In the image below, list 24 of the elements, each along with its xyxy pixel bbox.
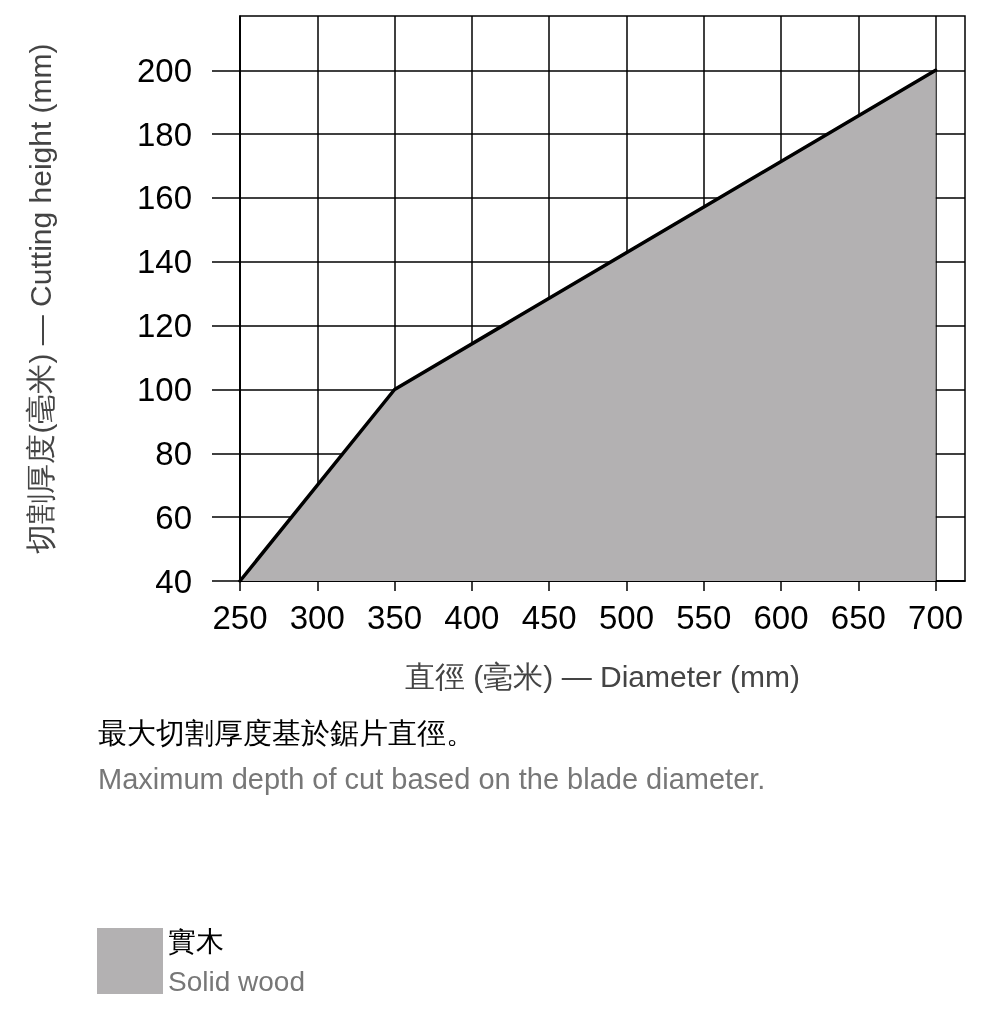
- y-tick-label: 180: [136, 115, 192, 153]
- y-tick-label: 60: [155, 498, 192, 536]
- x-tick-label: 350: [367, 599, 423, 636]
- x-axis-title: 直徑 (毫米) — Diameter (mm): [405, 659, 800, 693]
- text: 最大切割厚度基於鋸片直徑。: [98, 716, 475, 749]
- y-tick-label: 140: [136, 243, 192, 281]
- x-tick-label: 300: [289, 599, 345, 636]
- x-tick-label: 250: [212, 599, 268, 636]
- x-tick-label: 650: [830, 599, 886, 636]
- y-tick-label: 80: [155, 434, 192, 472]
- y-tick-label: 100: [136, 370, 192, 408]
- text: Maximum depth of cut based on the blade diameter.: [98, 762, 766, 795]
- y-tick-label: 120: [136, 307, 192, 345]
- x-tick-label: 550: [676, 599, 732, 636]
- x-tick-label: 400: [444, 599, 500, 636]
- x-tick-label: 700: [908, 599, 964, 636]
- x-tick-label: 450: [521, 599, 577, 636]
- y-axis-title: 切割厚度(毫米) — Cutting height (mm): [23, 43, 57, 554]
- legend-label: 實木 Solid wood: [168, 925, 305, 997]
- y-tick-label: 160: [136, 179, 192, 217]
- x-tick-label: 600: [753, 599, 809, 636]
- y-tick-label: 200: [136, 51, 192, 89]
- x-tick-label: 500: [598, 599, 654, 636]
- y-tick-label: 40: [155, 562, 192, 600]
